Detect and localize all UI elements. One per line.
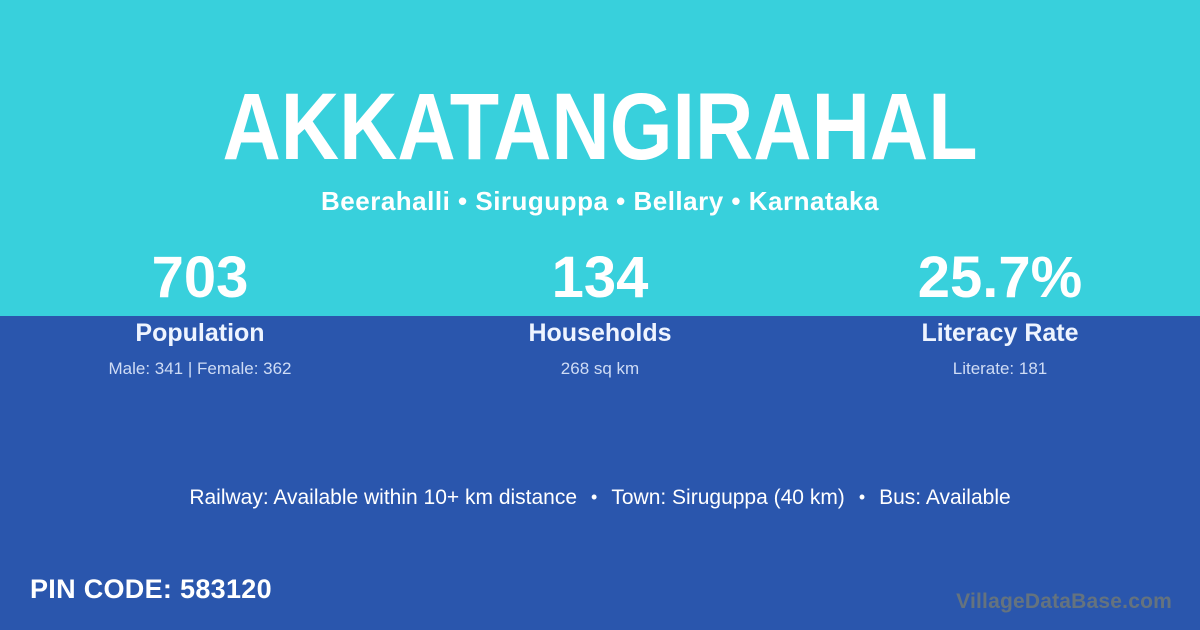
town-info: Town: Siruguppa (40 km) (611, 486, 845, 509)
bullet-separator: • (591, 487, 598, 507)
stat-households: 134 Households 268 sq km (400, 246, 800, 379)
stats-row: 703 Population Male: 341 | Female: 362 1… (0, 246, 1200, 379)
population-detail: Male: 341 | Female: 362 (108, 359, 292, 378)
population-label: Population (135, 319, 265, 347)
transport-info: Railway: Available within 10+ km distanc… (0, 486, 1200, 510)
households-detail: 268 sq km (560, 359, 640, 378)
stat-population: 703 Population Male: 341 | Female: 362 (0, 246, 400, 379)
bullet-separator: • (858, 487, 866, 507)
location-breadcrumb: Beerahalli • Siruguppa • Bellary • Karna… (321, 186, 879, 216)
stat-literacy-rate: 25.7% Literacy Rate Literate: 181 (800, 246, 1200, 379)
pin-code: PIN CODE: 583120 (30, 574, 272, 604)
households-label: Households (528, 319, 672, 347)
bus-info: Bus: Available (879, 486, 1011, 509)
details-section (0, 316, 1200, 630)
literacy-label: Literacy Rate (921, 319, 1079, 347)
railway-info: Railway: Available within 10+ km distanc… (189, 486, 578, 509)
watermark-site-name: VillageDataBase.com (956, 590, 1172, 613)
village-name-title: AKKATANGIRAHAL (222, 74, 978, 180)
literacy-value: 25.7% (917, 245, 1083, 310)
households-value: 134 (551, 245, 649, 310)
population-value: 703 (151, 245, 249, 310)
header-section: AKKATANGIRAHAL Beerahalli • Siruguppa • … (0, 0, 1200, 316)
literacy-detail: Literate: 181 (952, 359, 1048, 378)
